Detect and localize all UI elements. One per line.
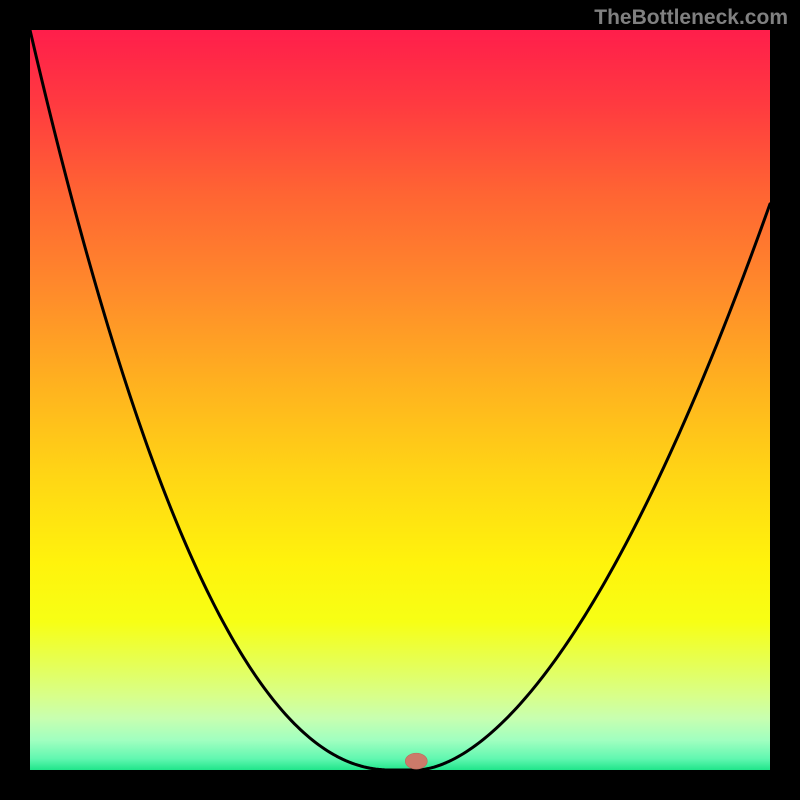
chart-plot-area: [30, 30, 770, 770]
chart-svg: [30, 30, 770, 770]
watermark-text: TheBottleneck.com: [594, 6, 788, 30]
chart-background: [30, 30, 770, 770]
optimal-point-marker: [405, 753, 427, 769]
